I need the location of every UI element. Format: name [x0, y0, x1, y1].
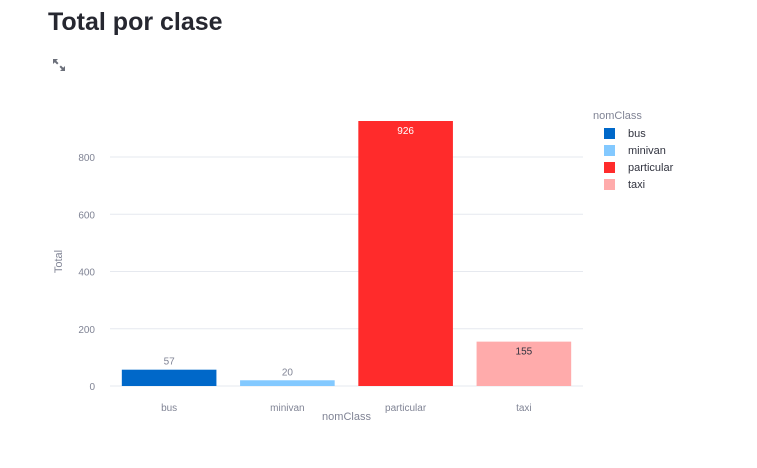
legend-title: nomClass [593, 110, 642, 122]
y-tick-label: 0 [89, 382, 95, 393]
data-label: 57 [164, 357, 176, 368]
bar-taxi [476, 341, 572, 386]
x-tick-label: particular [385, 403, 427, 414]
y-tick-label: 600 [78, 210, 95, 221]
bar-bus [121, 369, 217, 386]
legend-label: minivan [628, 144, 666, 157]
legend-item-taxi[interactable]: taxi [593, 176, 673, 193]
legend-swatch [604, 179, 615, 190]
x-axis-title: nomClass [322, 411, 371, 423]
chart-legend: nomClass bus minivan particular taxi [593, 110, 673, 193]
y-tick-label: 800 [78, 153, 95, 164]
legend-swatch [604, 128, 615, 139]
legend-label: particular [628, 161, 674, 174]
fullscreen-expand-icon[interactable] [51, 57, 67, 73]
legend-swatch [604, 145, 615, 156]
y-tick-label: 200 [78, 325, 95, 336]
page-title: Total por clase [48, 8, 223, 36]
y-tick-label: 400 [78, 268, 95, 279]
y-axis-title: Total [53, 250, 65, 273]
x-tick-label: minivan [270, 403, 304, 414]
legend-item-particular[interactable]: particular [593, 159, 673, 176]
x-tick-label: taxi [516, 403, 532, 414]
data-label: 155 [516, 347, 533, 358]
legend-label: bus [628, 127, 646, 140]
legend-label: taxi [628, 178, 646, 191]
data-label: 20 [282, 367, 294, 378]
legend-swatch [604, 162, 615, 173]
bar-minivan [240, 380, 335, 386]
legend-item-bus[interactable]: bus [593, 125, 673, 142]
bar-particular [358, 121, 453, 386]
data-label: 926 [397, 126, 414, 137]
legend-item-minivan[interactable]: minivan [593, 142, 673, 159]
x-tick-label: bus [161, 403, 177, 414]
